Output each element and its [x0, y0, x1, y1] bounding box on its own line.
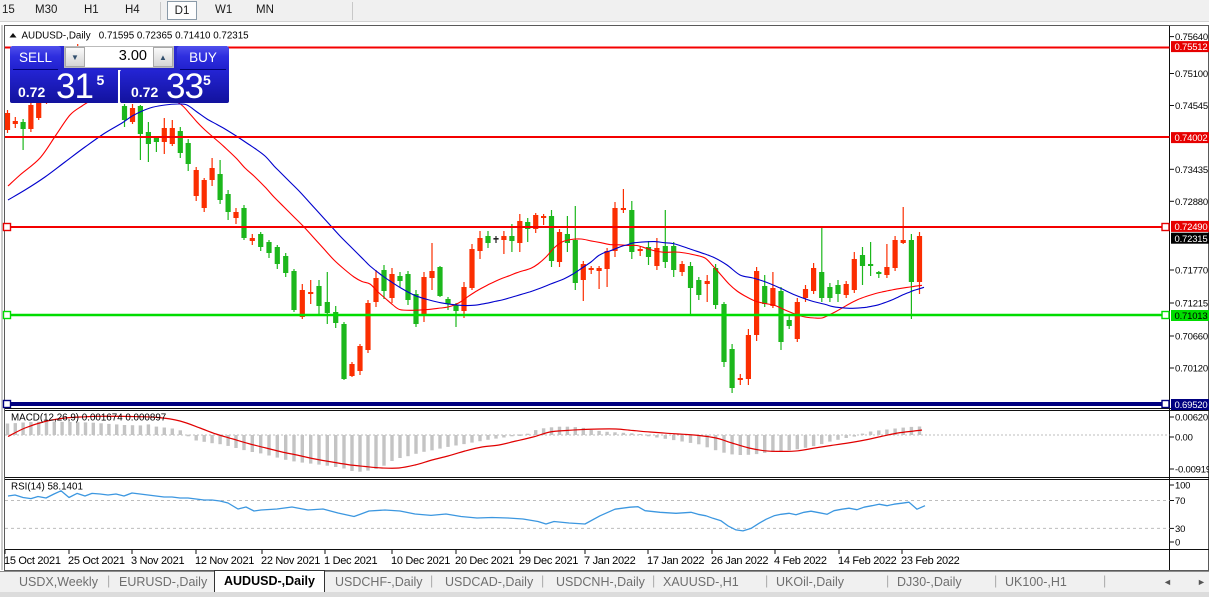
svg-text:70: 70	[1175, 496, 1185, 507]
svg-text:0.71215: 0.71215	[1175, 299, 1208, 310]
svg-text:12 Nov 2021: 12 Nov 2021	[195, 555, 254, 567]
svg-text:30: 30	[1175, 524, 1185, 535]
svg-text:23 Feb 2022: 23 Feb 2022	[901, 555, 960, 567]
svg-text:0.75640: 0.75640	[1175, 32, 1208, 43]
svg-text:0.74002: 0.74002	[1175, 133, 1208, 144]
svg-text:15 Oct 2021: 15 Oct 2021	[4, 555, 61, 567]
svg-text:0.75512: 0.75512	[1175, 42, 1208, 53]
svg-text:AUDUSD-,Daily 0.71595 0.7236: AUDUSD-,Daily 0.71595 0.72365 0.71410 0.…	[22, 31, 250, 42]
svg-text:-0.00919: -0.00919	[1175, 465, 1209, 476]
svg-text:20 Dec 2021: 20 Dec 2021	[455, 555, 514, 567]
svg-text:0.71770: 0.71770	[1175, 266, 1208, 277]
svg-text:0.69520: 0.69520	[1175, 400, 1208, 411]
svg-text:26 Jan 2022: 26 Jan 2022	[711, 555, 768, 567]
svg-text:17 Jan 2022: 17 Jan 2022	[647, 555, 704, 567]
svg-text:4 Feb 2022: 4 Feb 2022	[774, 555, 827, 567]
svg-text:0.73435: 0.73435	[1175, 165, 1208, 176]
svg-text:7 Jan 2022: 7 Jan 2022	[584, 555, 636, 567]
svg-text:0.70120: 0.70120	[1175, 364, 1208, 375]
svg-text:MACD(12,26,9) 0.001674 0.00089: MACD(12,26,9) 0.001674 0.000897	[11, 413, 166, 424]
svg-text:0.71013: 0.71013	[1175, 311, 1208, 322]
svg-text:0: 0	[1175, 538, 1180, 549]
svg-text:3 Nov 2021: 3 Nov 2021	[131, 555, 184, 567]
svg-text:0.74545: 0.74545	[1175, 101, 1208, 112]
svg-text:14 Feb 2022: 14 Feb 2022	[838, 555, 897, 567]
svg-text:25 Oct 2021: 25 Oct 2021	[68, 555, 125, 567]
svg-text:10 Dec 2021: 10 Dec 2021	[391, 555, 450, 567]
svg-text:29 Dec 2021: 29 Dec 2021	[519, 555, 578, 567]
svg-text:0.72315: 0.72315	[1175, 234, 1208, 245]
svg-text:0.00: 0.00	[1175, 433, 1193, 444]
svg-text:0.72880: 0.72880	[1175, 197, 1208, 208]
svg-text:0.72490: 0.72490	[1175, 222, 1208, 233]
svg-text:0.75100: 0.75100	[1175, 69, 1208, 80]
svg-text:22 Nov 2021: 22 Nov 2021	[261, 555, 320, 567]
svg-text:RSI(14) 58.1401: RSI(14) 58.1401	[11, 482, 83, 493]
svg-text:1 Dec 2021: 1 Dec 2021	[324, 555, 377, 567]
svg-text:0.00620: 0.00620	[1175, 413, 1208, 424]
svg-text:100: 100	[1175, 481, 1190, 492]
svg-text:0.70660: 0.70660	[1175, 332, 1208, 343]
